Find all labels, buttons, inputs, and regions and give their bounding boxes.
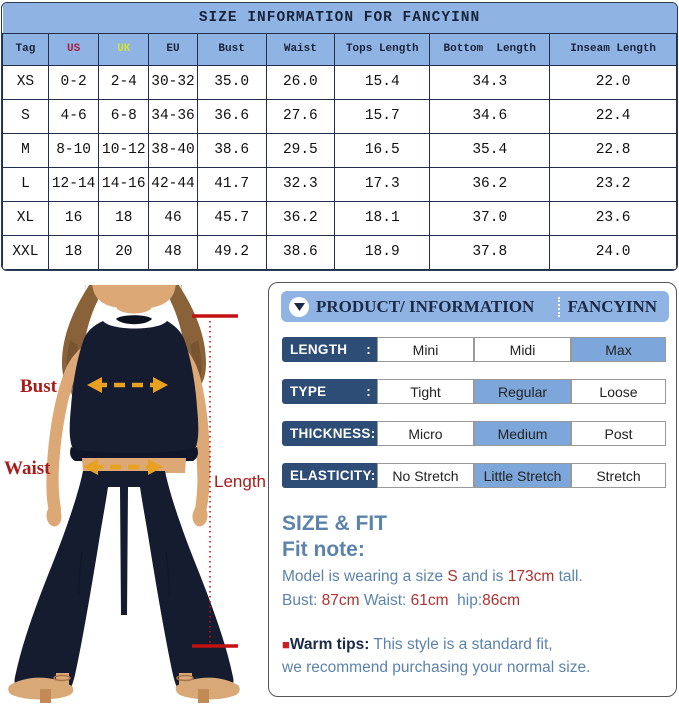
svg-text:Waist: Waist [4,458,51,479]
svg-text:Bust: Bust [20,376,58,397]
svg-text:Length: Length [214,472,266,491]
